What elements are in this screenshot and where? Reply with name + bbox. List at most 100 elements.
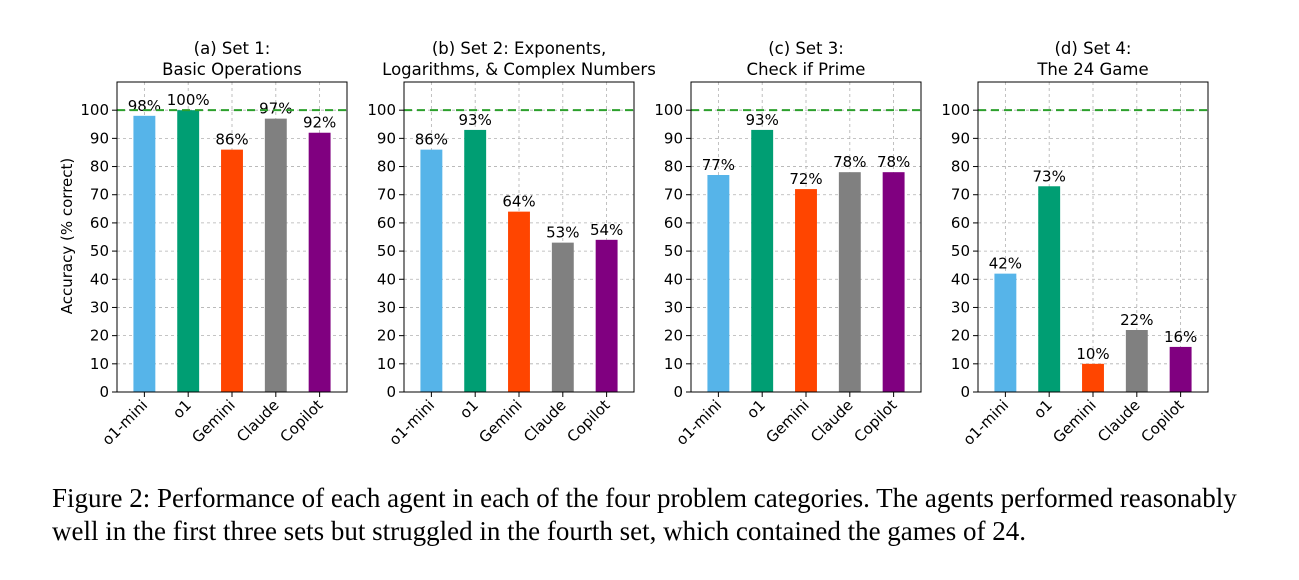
figure-charts: Accuracy (% correct) 0 10 20 30 40 50 60 70 80 90… <box>58 39 1209 449</box>
data-label: 93% <box>459 111 492 129</box>
bar-o1 <box>177 110 200 392</box>
y-tick-label: 80 <box>951 158 970 176</box>
plot-frame <box>977 81 1209 393</box>
x-tick-label: Claude <box>1094 396 1144 446</box>
chart-title-line: The 24 Game <box>1036 60 1148 79</box>
plot-frame <box>116 81 348 393</box>
x-tick-label: Gemini <box>1049 396 1099 446</box>
data-label: 78% <box>833 153 866 171</box>
bar-gemini <box>795 189 817 392</box>
y-tick-label: 40 <box>90 270 109 288</box>
chart-panel-4: 0 10 20 30 40 50 60 70 80 90 100 42% 73% 10% 22% 16% o1-… <box>941 39 1209 449</box>
y-tick-label: 0 <box>99 383 109 401</box>
bar-o1-mini <box>133 115 156 393</box>
data-label: 98% <box>128 97 161 115</box>
data-label: 42% <box>989 255 1022 273</box>
y-tick-label: 70 <box>951 186 970 204</box>
y-tick-label: 10 <box>951 355 970 373</box>
y-tick-label: 40 <box>664 270 683 288</box>
y-tick-label: 100 <box>941 101 970 119</box>
y-tick-label: 50 <box>377 242 396 260</box>
x-tick-label: o1 <box>169 396 195 422</box>
chart-panel-1: 0 10 20 30 40 50 60 70 80 90 100 98% 100% 86% 97% 92% o1… <box>80 39 348 449</box>
y-axis-label: Accuracy (% correct) <box>58 158 76 315</box>
bar-claude <box>264 118 287 393</box>
bar-claude <box>838 172 861 392</box>
chart-panel-2: 0 10 20 30 40 50 60 70 80 90 100 86% 93% 64% 53% 54% o1-… <box>367 39 655 449</box>
chart-title-line: Check if Prime <box>747 60 866 79</box>
x-tick-label: Claude <box>233 396 283 446</box>
chart-title-line: (b) Set 2: Exponents, <box>432 39 606 58</box>
y-tick-label: 90 <box>664 129 683 147</box>
data-label: 16% <box>1164 328 1197 346</box>
y-tick-label: 20 <box>90 327 109 345</box>
x-tick-label: Gemini <box>475 396 525 446</box>
y-tick-label: 10 <box>90 355 109 373</box>
x-tick-label: o1 <box>1030 396 1056 422</box>
bar-o1 <box>1038 186 1061 392</box>
bar-o1-mini <box>707 175 730 392</box>
x-tick-label: o1 <box>456 396 482 422</box>
y-tick-label: 90 <box>951 129 970 147</box>
y-tick-label: 70 <box>664 186 683 204</box>
bar-o1-mini <box>420 149 443 392</box>
bar-o1-mini <box>994 273 1017 392</box>
y-tick-label: 70 <box>90 186 109 204</box>
bar-copilot <box>308 132 331 392</box>
y-tick-label: 40 <box>951 270 970 288</box>
bar-copilot <box>1169 346 1192 392</box>
x-tick-label: o1-mini <box>959 396 1012 449</box>
plot-frame <box>403 81 635 393</box>
y-tick-label: 60 <box>377 214 396 232</box>
bar-gemini <box>1082 363 1104 392</box>
data-label: 93% <box>746 111 779 129</box>
data-label: 78% <box>877 153 910 171</box>
chart-title-line: (c) Set 3: <box>768 39 844 58</box>
y-tick-label: 60 <box>90 214 109 232</box>
chart-panel-3: 0 10 20 30 40 50 60 70 80 90 100 77% 93% 72% 78% 78% o1-… <box>654 39 922 449</box>
y-tick-label: 50 <box>951 242 970 260</box>
data-label: 10% <box>1076 345 1109 363</box>
y-tick-label: 50 <box>90 242 109 260</box>
data-label: 86% <box>215 131 248 149</box>
chart-title-line: Basic Operations <box>162 60 302 79</box>
y-tick-label: 100 <box>80 101 109 119</box>
x-tick-label: o1 <box>743 396 769 422</box>
data-label: 72% <box>789 170 822 188</box>
y-tick-label: 30 <box>90 298 109 316</box>
x-tick-label: Gemini <box>188 396 238 446</box>
bar-copilot <box>595 239 618 392</box>
y-tick-label: 30 <box>664 298 683 316</box>
y-tick-label: 80 <box>377 158 396 176</box>
bar-copilot <box>882 172 905 392</box>
y-tick-label: 20 <box>951 327 970 345</box>
y-tick-label: 0 <box>960 383 970 401</box>
data-label: 64% <box>502 193 535 211</box>
y-tick-label: 30 <box>377 298 396 316</box>
x-tick-label: Gemini <box>762 396 812 446</box>
y-tick-label: 100 <box>654 101 683 119</box>
y-tick-label: 90 <box>377 129 396 147</box>
bar-o1 <box>751 129 774 392</box>
bar-o1 <box>464 129 487 392</box>
y-tick-label: 60 <box>951 214 970 232</box>
x-tick-label: Copilot <box>277 396 327 446</box>
data-label: 22% <box>1120 311 1153 329</box>
data-label: 92% <box>303 114 336 132</box>
y-tick-label: 20 <box>664 327 683 345</box>
x-tick-label: Claude <box>807 396 857 446</box>
x-tick-label: Copilot <box>851 396 901 446</box>
data-label: 97% <box>259 100 292 118</box>
y-tick-label: 20 <box>377 327 396 345</box>
y-tick-label: 60 <box>664 214 683 232</box>
y-tick-label: 80 <box>90 158 109 176</box>
y-tick-label: 70 <box>377 186 396 204</box>
y-tick-label: 0 <box>673 383 683 401</box>
data-label: 53% <box>546 224 579 242</box>
x-tick-label: Claude <box>520 396 570 446</box>
chart-title-line: (a) Set 1: <box>194 39 271 58</box>
bar-gemini <box>508 211 530 392</box>
bar-gemini <box>221 149 243 392</box>
y-tick-label: 30 <box>951 298 970 316</box>
data-label: 73% <box>1033 167 1066 185</box>
